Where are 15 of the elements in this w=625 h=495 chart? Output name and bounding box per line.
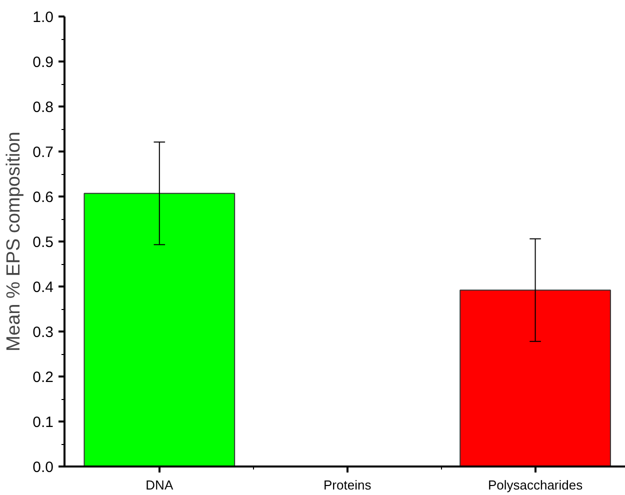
- y-tick-label: 0.0: [32, 459, 54, 476]
- y-tick-label: 0.9: [32, 54, 54, 71]
- y-tick-label: 0.8: [32, 99, 54, 116]
- x-tick-label: DNA: [146, 478, 174, 492]
- y-tick-label: 0.7: [32, 144, 54, 161]
- y-axis-title: Mean % EPS composition: [4, 132, 25, 352]
- x-tick-label: Polysaccharides: [488, 478, 584, 492]
- y-tick-label: 1.0: [32, 9, 54, 26]
- y-tick-label: 0.1: [32, 414, 54, 431]
- y-tick-label: 0.4: [32, 279, 54, 296]
- y-tick-label: 0.5: [32, 234, 54, 251]
- y-tick-label: 0.6: [32, 189, 54, 206]
- y-tick-label: 0.2: [32, 369, 54, 386]
- y-tick-label: 0.3: [32, 324, 54, 341]
- x-tick-label: Proteins: [324, 478, 372, 492]
